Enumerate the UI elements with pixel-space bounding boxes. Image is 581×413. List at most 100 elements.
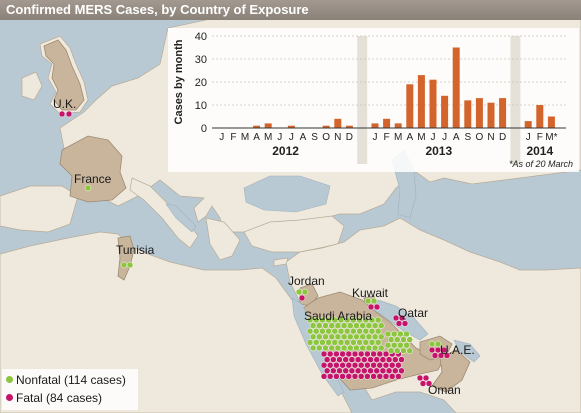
nonfatal-case-dot: [394, 336, 401, 343]
nonfatal-case-dot: [331, 327, 339, 335]
fatal-case-dot: [422, 374, 430, 382]
month-tick-label: J: [219, 132, 224, 143]
month-tick-label: A: [300, 132, 307, 143]
nonfatal-case-dot: [343, 339, 351, 346]
fatal-case-dot: [336, 367, 343, 375]
fatal-case-dot: [385, 367, 393, 375]
country-label-uk: U.K.: [53, 97, 77, 111]
nonfatal-case-dot: [306, 327, 314, 335]
year-label: 2013: [425, 144, 452, 158]
month-tick-label: A: [453, 132, 460, 143]
month-tick-label: F: [537, 132, 543, 143]
fatal-case-dot: [398, 356, 405, 363]
fatal-case-dot: [367, 367, 374, 375]
fatal-case-dot: [326, 350, 334, 358]
fatal-case-dot: [373, 303, 381, 311]
nonfatal-case-dot: [378, 333, 385, 341]
month-tick-label: J: [277, 132, 282, 143]
country-france-shape: [59, 135, 127, 203]
legend-item-nonfatal: Nonfatal (114 cases): [6, 373, 126, 387]
fatal-case-dot: [425, 380, 433, 387]
fatal-case-dot: [431, 352, 439, 359]
fatal-case-dot: [395, 320, 403, 327]
fatal-case-dot: [388, 373, 396, 380]
fatal-case-dot: [373, 356, 380, 363]
y-tick-label: 0: [201, 123, 207, 135]
nonfatal-case-dot: [362, 327, 370, 335]
y-tick-label: 20: [195, 77, 207, 89]
nonfatal-case-dot: [387, 336, 395, 343]
nonfatal-case-dot: [309, 333, 317, 341]
nonfatal-case-dot: [371, 333, 379, 341]
nonfatal-case-dot: [403, 341, 410, 349]
legend-label-fatal: Fatal (84 cases): [16, 391, 103, 405]
nonfatal-case-dot: [374, 316, 382, 324]
nonfatal-case-dot: [312, 339, 320, 346]
country-label-saudi-arabia: Saudi Arabia: [304, 309, 373, 323]
fatal-case-dot: [326, 373, 334, 380]
nonfatal-case-dot: [331, 339, 339, 346]
nonfatal-case-dot: [365, 344, 373, 352]
y-tick-label: 40: [195, 31, 207, 43]
fatal-case-dot: [354, 367, 362, 375]
bar: [264, 123, 272, 128]
year-label: 2014: [526, 144, 553, 158]
nonfatal-case-dot: [378, 344, 385, 352]
month-tick-label: J: [431, 132, 436, 143]
nonfatal-case-dot: [301, 288, 309, 296]
fatal-case-dot: [298, 294, 306, 302]
bar: [536, 105, 544, 128]
fatal-case-dot: [395, 361, 402, 369]
nonfatal-case-dot: [316, 322, 323, 329]
land-cyprus: [273, 257, 289, 267]
nonfatal-case-dot: [334, 333, 342, 341]
fatal-case-dot: [320, 373, 328, 380]
month-tick-label: M*: [545, 132, 557, 143]
fatal-case-dot: [382, 373, 390, 380]
country-label-tunisia: Tunisia: [116, 243, 155, 257]
y-tick-label: 30: [195, 54, 207, 66]
nonfatal-case-dot: [328, 322, 335, 329]
fatal-case-dot: [419, 380, 427, 387]
nonfatal-case-dot: [374, 327, 382, 335]
month-tick-label: M: [241, 132, 249, 143]
nonfatal-case-dot: [84, 184, 92, 192]
nonfatal-case-dot: [316, 344, 323, 352]
month-tick-label: J: [373, 132, 378, 143]
nonfatal-case-dot: [322, 333, 329, 341]
nonfatal-case-dot: [384, 341, 392, 349]
month-tick-label: D: [346, 132, 353, 143]
chart-panel: 0 10 20 30 40 Cases by month J F M A M J J A S O N D J F M A M…: [168, 28, 579, 172]
nonfatal-case-dot: [350, 339, 357, 346]
nonfatal-case-dot: [328, 344, 335, 352]
title-bar: Confirmed MERS Cases, by Country of Expo…: [0, 0, 581, 20]
nonfatal-case-dot: [309, 322, 317, 329]
nonfatal-case-dot: [347, 322, 354, 329]
nonfatal-case-dot: [126, 261, 134, 269]
nonfatal-case-dot: [334, 344, 342, 352]
nonfatal-case-dot: [325, 339, 332, 346]
fatal-case-dot: [364, 350, 371, 358]
nonfatal-case-dot: [322, 322, 329, 329]
bar: [287, 125, 295, 128]
bar: [322, 125, 330, 128]
bar: [417, 75, 425, 128]
nonfatal-case-dot: [371, 344, 379, 352]
nonfatal-case-dot: [365, 322, 373, 329]
fatal-case-dot: [345, 350, 353, 358]
fatal-case-dot: [361, 356, 368, 363]
nonfatal-case-dot: [306, 339, 314, 346]
fatal-case-dot: [443, 352, 451, 359]
legend-label-nonfatal: Nonfatal (114 cases): [16, 373, 126, 387]
fatal-case-dot: [354, 356, 362, 363]
fatal-case-dot: [376, 350, 384, 358]
bar: [441, 95, 449, 128]
nonfatal-case-dot: [120, 261, 128, 269]
month-tick-label: M: [264, 132, 272, 143]
month-tick-label: D: [499, 132, 506, 143]
fatal-case-dot: [370, 361, 377, 369]
country-label-qatar: Qatar: [398, 306, 429, 320]
nonfatal-case-dot: [343, 327, 351, 335]
month-tick-label: J: [526, 132, 531, 143]
